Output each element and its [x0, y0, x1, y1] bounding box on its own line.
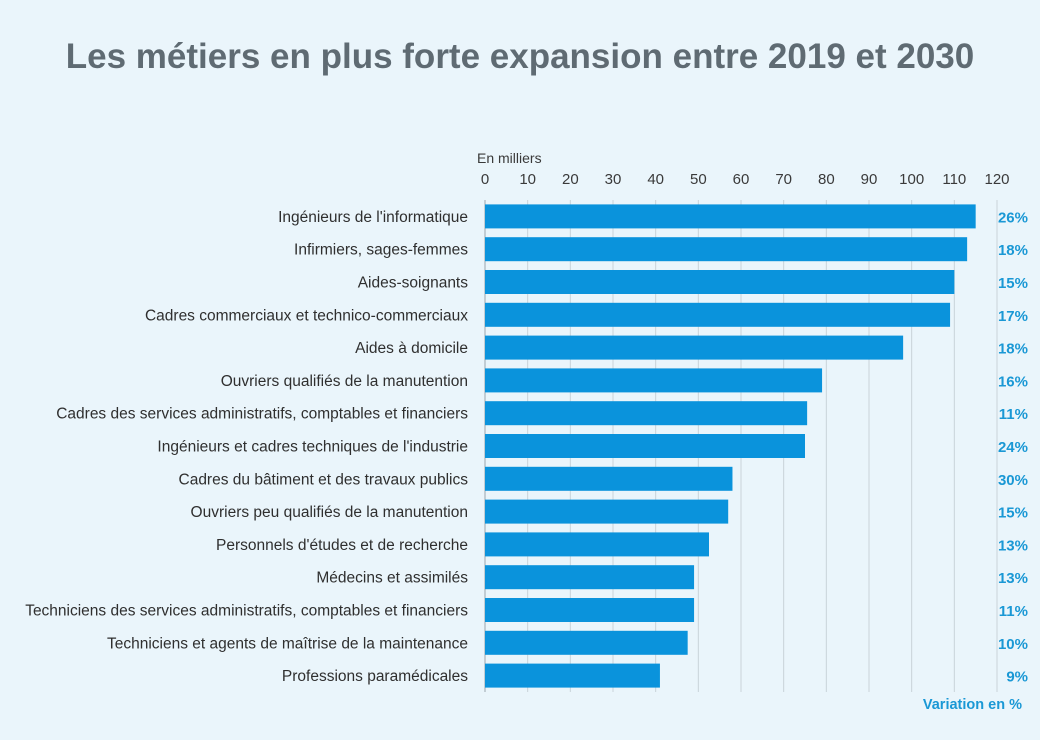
variation-pct-label: 16% [998, 373, 1028, 390]
bar [485, 532, 709, 557]
bar [485, 302, 951, 327]
variation-labels: 26% 18% 15% 17% 18% 16% 11% 24% 30% 15% 13% 13% 11% 1… [998, 209, 1028, 685]
bar [485, 270, 955, 294]
bar [485, 598, 695, 622]
category-label: Professions paramédicales [282, 668, 468, 685]
x-tick-label: 80 [818, 171, 835, 188]
category-labels: Ingénieurs de l'informatique Infirmiers, … [25, 209, 468, 685]
variation-pct-label: 13% [998, 570, 1028, 587]
x-tick-label: 50 [690, 171, 707, 188]
x-tick-label: 40 [647, 171, 664, 188]
bar [485, 401, 808, 426]
x-tick-label: 110 [942, 171, 966, 188]
bar [485, 368, 823, 393]
bar [485, 434, 805, 458]
variation-pct-label: 9% [1006, 669, 1028, 686]
bar [485, 466, 733, 491]
variation-pct-label: 10% [998, 636, 1028, 653]
variation-pct-label: 17% [998, 308, 1028, 325]
category-label: Médecins et assimilés [316, 570, 468, 587]
bar [485, 630, 688, 655]
x-tick-label: 120 [984, 171, 1009, 188]
category-label: Ouvriers qualifiés de la manutention [221, 373, 468, 390]
category-label: Techniciens et agents de maîtrise de la … [107, 635, 468, 652]
x-tick-label: 60 [733, 171, 750, 188]
x-tick-label: 10 [519, 171, 536, 188]
variation-pct-label: 11% [999, 406, 1028, 423]
x-tick-label: 100 [899, 171, 924, 188]
variation-pct-label: 15% [998, 505, 1028, 522]
category-label: Ingénieurs et cadres techniques de l'ind… [157, 439, 468, 456]
variation-pct-label: 13% [998, 537, 1028, 554]
x-tick-label: 30 [605, 171, 622, 188]
unit-label: En milliers [477, 150, 542, 166]
x-tick-label: 20 [562, 171, 579, 188]
bar [485, 237, 968, 262]
x-tick-label: 0 [481, 171, 489, 188]
bars [485, 204, 976, 688]
category-label: Cadres des services administratifs, comp… [56, 406, 468, 423]
variation-pct-label: 11% [999, 603, 1028, 620]
x-axis-ticks: 0 10 20 30 40 50 60 70 80 90 100 110 120 [481, 171, 1010, 188]
x-tick-label: 70 [775, 171, 792, 188]
category-label: Ingénieurs de l'informatique [278, 209, 468, 226]
category-label: Cadres du bâtiment et des travaux public… [179, 471, 469, 488]
variation-pct-label: 18% [998, 242, 1028, 259]
bar [485, 663, 660, 688]
category-label: Ouvriers peu qualifiés de la manutention [191, 504, 468, 521]
variation-pct-label: 18% [998, 341, 1028, 358]
variation-pct-label: 26% [998, 209, 1028, 226]
bar [485, 204, 976, 229]
variation-pct-label: 24% [998, 439, 1028, 456]
category-label: Aides à domicile [355, 340, 468, 357]
chart-title: Les métiers en plus forte expansion entr… [66, 37, 974, 76]
category-label: Infirmiers, sages-femmes [294, 242, 468, 259]
bar [485, 335, 904, 360]
category-label: Cadres commerciaux et technico-commercia… [145, 307, 468, 324]
variation-pct-label: 30% [998, 472, 1028, 489]
bar [485, 499, 729, 524]
bar [485, 565, 695, 590]
variation-pct-label: 15% [998, 275, 1028, 292]
category-label: Personnels d'études et de recherche [216, 537, 468, 554]
category-label: Techniciens des services administratifs,… [25, 603, 468, 620]
variation-axis-label: Variation en % [923, 697, 1022, 713]
category-label: Aides-soignants [358, 275, 469, 292]
x-tick-label: 90 [861, 171, 878, 188]
